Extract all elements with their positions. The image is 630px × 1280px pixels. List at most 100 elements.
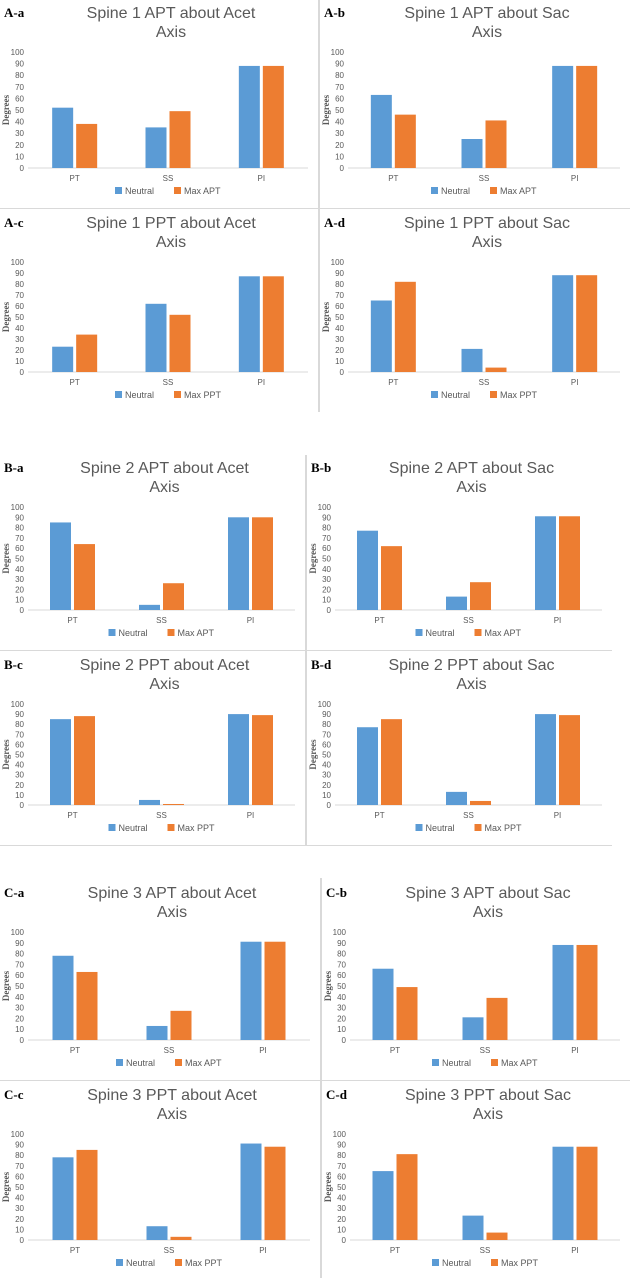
bar-pt-max — [394, 114, 416, 168]
row-divider-b — [0, 650, 612, 651]
x-tick-label: PT — [70, 174, 80, 183]
y-tick-label: 40 — [15, 993, 24, 1002]
y-tick-label: 20 — [337, 1215, 346, 1224]
bar-pt-max — [76, 123, 98, 168]
y-tick-label: 60 — [15, 740, 24, 749]
legend-swatch-neutral — [415, 629, 423, 636]
chart-title: Spine 3 APT about Sac — [405, 885, 570, 902]
y-tick-label: 70 — [335, 83, 344, 92]
y-tick-label: 0 — [340, 368, 345, 377]
bar-ss-max — [486, 1232, 508, 1240]
chart-title: Spine 2 PPT about Sac — [388, 657, 554, 674]
y-tick-label: 20 — [337, 1014, 346, 1023]
x-tick-label: SS — [163, 174, 174, 183]
y-tick-label: 100 — [318, 700, 332, 709]
y-tick-label: 80 — [337, 950, 346, 959]
chart-panel-c-a: C-a Spine 3 APT about Acet Axis 0 10 20 30 40 50… — [0, 880, 320, 1080]
legend-label: Neutral — [119, 823, 148, 833]
y-tick-label: 10 — [15, 152, 24, 161]
chart-panel-c-b: C-b Spine 3 APT about Sac Axis 0 10 20 30 40 50 6… — [322, 880, 630, 1080]
y-tick-label: 60 — [15, 971, 24, 980]
bar-pi-max — [576, 65, 598, 168]
y-tick-label: 90 — [337, 1141, 346, 1150]
x-tick-label: PT — [70, 1046, 80, 1055]
y-tick-label: 40 — [335, 324, 344, 333]
y-tick-label: 90 — [335, 60, 344, 69]
y-axis-label: Degrees — [321, 301, 331, 332]
legend-swatch-neutral — [431, 391, 438, 398]
y-tick-label: 50 — [15, 982, 24, 991]
x-tick-label: PI — [571, 174, 579, 183]
y-tick-label: 100 — [11, 503, 25, 512]
chart-title-line: Axis — [472, 24, 502, 41]
x-tick-label: PI — [571, 1046, 579, 1055]
bar-pi-neutral — [552, 275, 574, 372]
bar-ss-neutral — [462, 1017, 484, 1040]
row-divider-d — [0, 1080, 630, 1081]
chart-title: Spine 2 APT about Sac — [389, 460, 554, 477]
y-tick-label: 90 — [322, 710, 331, 719]
y-tick-label: 70 — [15, 83, 24, 92]
bar-pi-max — [262, 276, 284, 372]
y-tick-label: 60 — [15, 1172, 24, 1181]
bar-pt-neutral — [372, 968, 394, 1040]
y-tick-label: 0 — [342, 1236, 347, 1245]
panel-tag: B-d — [311, 657, 332, 672]
column-divider-c — [320, 878, 322, 1278]
bar-pt-max — [396, 987, 418, 1040]
panel-tag: B-b — [311, 460, 331, 475]
y-tick-label: 0 — [327, 801, 332, 810]
x-tick-label: PI — [554, 811, 562, 820]
y-tick-label: 90 — [337, 939, 346, 948]
y-tick-label: 100 — [331, 258, 345, 267]
bar-ss-max — [170, 1010, 192, 1040]
y-tick-label: 20 — [15, 585, 24, 594]
y-tick-label: 100 — [318, 503, 332, 512]
bar-ss-neutral — [462, 1215, 484, 1240]
chart-title: Spine 2 APT about Acet — [80, 460, 249, 477]
y-tick-label: 50 — [15, 313, 24, 322]
y-tick-label: 40 — [335, 118, 344, 127]
bar-ss-neutral — [139, 799, 160, 805]
chart-panel-b-b: B-b Spine 2 APT about Sac Axis 0 10 20 30 40 50 6… — [307, 455, 612, 650]
y-axis-label: Degrees — [323, 1171, 333, 1202]
y-tick-label: 0 — [20, 164, 25, 173]
y-tick-label: 0 — [20, 801, 25, 810]
y-tick-label: 20 — [15, 1215, 24, 1224]
panel-tag: B-c — [4, 657, 23, 672]
bar-pt-max — [74, 716, 95, 805]
bar-pi-max — [264, 941, 286, 1040]
bar-pi-neutral — [552, 944, 574, 1040]
bar-pi-max — [264, 1146, 286, 1240]
x-tick-label: PI — [247, 616, 255, 625]
y-tick-label: 0 — [327, 606, 332, 615]
bar-pi-neutral — [228, 714, 249, 805]
x-tick-label: PI — [554, 616, 562, 625]
y-tick-label: 70 — [15, 291, 24, 300]
y-axis-label: Degrees — [1, 970, 11, 1001]
chart-title-line: Axis — [456, 676, 486, 693]
bar-ss-max — [169, 111, 191, 168]
chart-panel-b-d: B-d Spine 2 PPT about Sac Axis 0 10 20 30 40 50 6… — [307, 652, 612, 845]
x-tick-label: SS — [463, 616, 474, 625]
legend-swatch-max — [490, 187, 497, 194]
bar-pi-neutral — [535, 714, 556, 805]
panel-tag: A-c — [4, 215, 24, 230]
chart-title-line: Axis — [472, 234, 502, 251]
panel-tag: C-d — [326, 1087, 348, 1102]
legend-label: Max PPT — [178, 823, 216, 833]
y-tick-label: 70 — [337, 1162, 346, 1171]
y-tick-label: 40 — [15, 324, 24, 333]
bar-pt-max — [76, 334, 98, 372]
y-tick-label: 80 — [335, 71, 344, 80]
legend-swatch-neutral — [432, 1059, 439, 1066]
y-tick-label: 100 — [11, 700, 25, 709]
chart-title: Spine 1 APT about Acet — [87, 5, 256, 22]
y-tick-label: 100 — [11, 928, 25, 937]
y-tick-label: 50 — [335, 106, 344, 115]
bar-pt-neutral — [50, 719, 71, 805]
chart-svg: A-c Spine 1 PPT about Acet Axis 0 10 20 30 40 50… — [1, 215, 308, 400]
bar-pi-neutral — [240, 1143, 262, 1240]
bar-pi-max — [576, 1146, 598, 1240]
